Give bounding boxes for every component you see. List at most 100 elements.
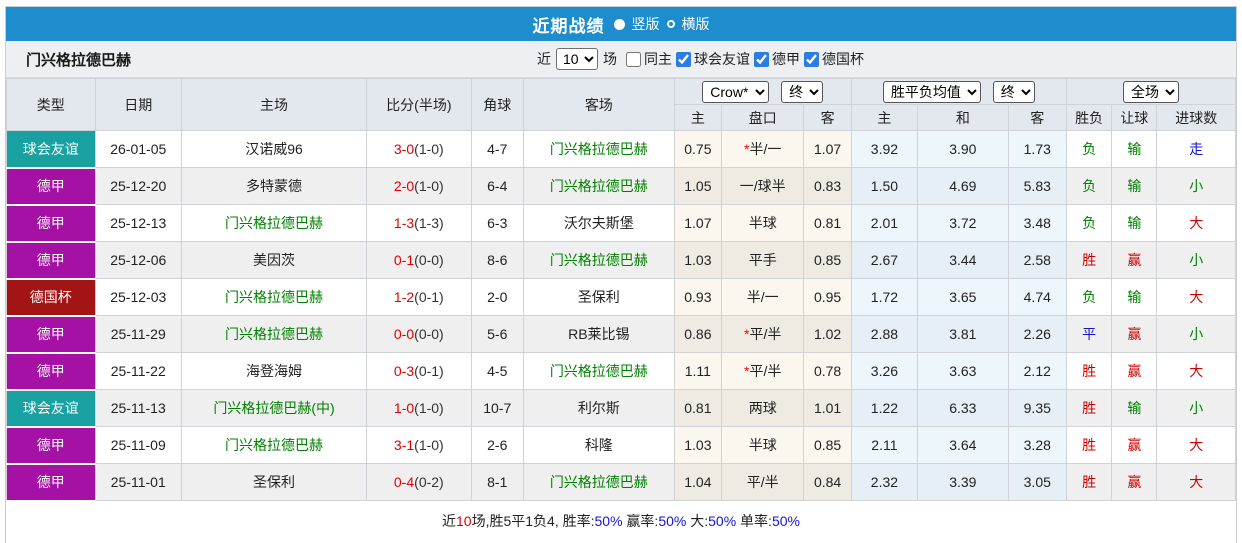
odds-stage-select[interactable]: 终	[781, 80, 824, 103]
result-handicap: 赢	[1111, 315, 1158, 353]
away-team[interactable]: 门兴格拉德巴赫	[522, 463, 675, 501]
summary-part: 赢率:	[622, 512, 659, 529]
away-team[interactable]: 圣保利	[522, 278, 675, 316]
col-header-corner: 角球	[470, 78, 524, 131]
summary-part: 场,胜5平1负4, 胜率:	[471, 512, 595, 529]
fullmatch-select[interactable]: 全场	[1122, 80, 1179, 103]
away-team[interactable]: 门兴格拉德巴赫	[522, 241, 675, 279]
home-team[interactable]: 门兴格拉德巴赫	[180, 204, 368, 242]
away-team[interactable]: 沃尔夫斯堡	[522, 204, 675, 242]
away-team[interactable]: 利尔斯	[522, 389, 675, 427]
col-header-away: 客场	[522, 78, 675, 131]
result-wdl: 负	[1065, 278, 1113, 316]
avg-home-odds: 1.50	[850, 167, 919, 205]
home-team[interactable]: 门兴格拉德巴赫	[180, 278, 368, 316]
away-team[interactable]: 门兴格拉德巴赫	[522, 167, 675, 205]
halftime-score: (0-1)	[414, 289, 444, 305]
home-team[interactable]: 门兴格拉德巴赫	[180, 315, 368, 353]
handicap-value: 半/一	[749, 141, 782, 157]
result-handicap: 输	[1111, 167, 1158, 205]
match-date: 25-11-01	[94, 463, 182, 501]
away-team[interactable]: 门兴格拉德巴赫	[522, 130, 675, 168]
halftime-score: (1-0)	[414, 141, 444, 157]
table-row: 德甲 25-12-06 美因茨 0-1(0-0) 8-6 门兴格拉德巴赫 1.0…	[6, 241, 1236, 280]
away-team[interactable]: 门兴格拉德巴赫	[522, 352, 675, 390]
summary-part: 50%	[594, 512, 623, 529]
home-team[interactable]: 多特蒙德	[180, 167, 368, 205]
corner-score: 4-7	[470, 130, 524, 168]
away-team[interactable]: 科隆	[522, 426, 675, 464]
avg-home-odds: 3.92	[850, 130, 919, 168]
score-cell: 0-3(0-1)	[366, 352, 472, 390]
filter-checkboxes: 同主 球会友谊 德甲 德国杯	[622, 49, 864, 69]
checkbox-input[interactable]	[804, 51, 819, 67]
avg-home-odds: 1.72	[850, 278, 919, 316]
avg-draw-odds: 3.81	[917, 315, 1009, 353]
match-date: 25-12-13	[94, 204, 182, 242]
avg-draw-odds: 3.44	[917, 241, 1009, 279]
match-count-select[interactable]: 10	[556, 48, 598, 70]
col-header-type: 类型	[6, 78, 96, 131]
odds-away: 0.83	[803, 167, 852, 205]
avg-away-odds: 4.74	[1007, 278, 1067, 316]
filter-checkbox-球会友谊[interactable]: 球会友谊	[672, 49, 750, 69]
bookmaker-select[interactable]: Crow*	[702, 80, 770, 103]
handicap-value: 半球	[748, 215, 777, 231]
fulltime-score: 1-2	[393, 289, 415, 305]
odds-home: 1.07	[673, 204, 723, 242]
filter-checkbox-同主[interactable]: 同主	[622, 49, 672, 69]
odds-away: 0.81	[803, 204, 852, 242]
halftime-score: (1-0)	[414, 437, 444, 453]
horizontal-radio-icon[interactable]	[666, 20, 675, 28]
filter-checkbox-德国杯[interactable]: 德国杯	[800, 49, 864, 69]
away-team[interactable]: RB莱比锡	[522, 315, 675, 353]
handicap-changed-marker: *	[744, 363, 750, 379]
home-team[interactable]: 门兴格拉德巴赫	[180, 426, 368, 464]
handicap-value: 半球	[748, 437, 777, 453]
home-team[interactable]: 圣保利	[180, 463, 368, 501]
score-cell: 1-2(0-1)	[366, 278, 472, 316]
odds-home: 1.11	[673, 352, 723, 390]
vertical-layout-radio-label[interactable]: 竖版	[631, 16, 660, 32]
score-cell: 2-0(1-0)	[366, 167, 472, 205]
home-team[interactable]: 美因茨	[180, 241, 368, 279]
odds-away: 0.85	[803, 241, 852, 279]
layout-radio-group: 竖版 横版	[613, 14, 710, 34]
match-type-badge: 德甲	[6, 315, 96, 354]
avg-away-odds: 5.83	[1007, 167, 1067, 205]
fulltime-score: 3-0	[393, 141, 415, 157]
filter-checkbox-德甲[interactable]: 德甲	[750, 49, 800, 69]
summary-part: 近	[442, 512, 457, 529]
avg-away-odds: 2.58	[1007, 241, 1067, 279]
horizontal-layout-radio-label[interactable]: 横版	[681, 16, 710, 32]
score-cell: 3-0(1-0)	[366, 130, 472, 168]
avg-home-odds: 2.32	[850, 463, 919, 501]
vertical-radio-selected-icon[interactable]	[613, 18, 625, 30]
home-team[interactable]: 汉诺威96	[180, 130, 368, 168]
team-name-heading: 门兴格拉德巴赫	[26, 51, 132, 69]
corner-score: 10-7	[470, 389, 524, 427]
checkbox-input[interactable]	[626, 51, 641, 67]
avg-draw-odds: 3.90	[917, 130, 1009, 168]
summary-part: 50%	[658, 512, 687, 529]
avg-type-select[interactable]: 胜平负均值	[882, 80, 981, 103]
table-row: 德甲 25-11-22 海登海姆 0-3(0-1) 4-5 门兴格拉德巴赫 1.…	[6, 352, 1236, 391]
checkbox-input[interactable]	[754, 51, 769, 67]
home-team[interactable]: 海登海姆	[180, 352, 368, 390]
handicap-cell: 平/半	[720, 463, 805, 501]
corner-score: 6-4	[470, 167, 524, 205]
result-handicap: 赢	[1111, 241, 1158, 279]
recent-label: 近	[537, 51, 551, 67]
handicap-cell: *平/半	[720, 352, 805, 390]
avg-draw-odds: 3.39	[917, 463, 1009, 501]
checkbox-input[interactable]	[676, 51, 691, 67]
handicap-value: 平手	[748, 252, 777, 268]
result-handicap: 赢	[1111, 463, 1158, 501]
odds-away: 1.07	[803, 130, 852, 168]
result-wdl: 负	[1065, 204, 1113, 242]
avg-stage-select[interactable]: 终	[992, 80, 1035, 103]
result-goals: 走	[1156, 130, 1236, 168]
home-team[interactable]: 门兴格拉德巴赫(中)	[180, 389, 368, 427]
halftime-score: (0-0)	[414, 252, 444, 268]
panel-title: 近期战绩	[532, 16, 605, 36]
